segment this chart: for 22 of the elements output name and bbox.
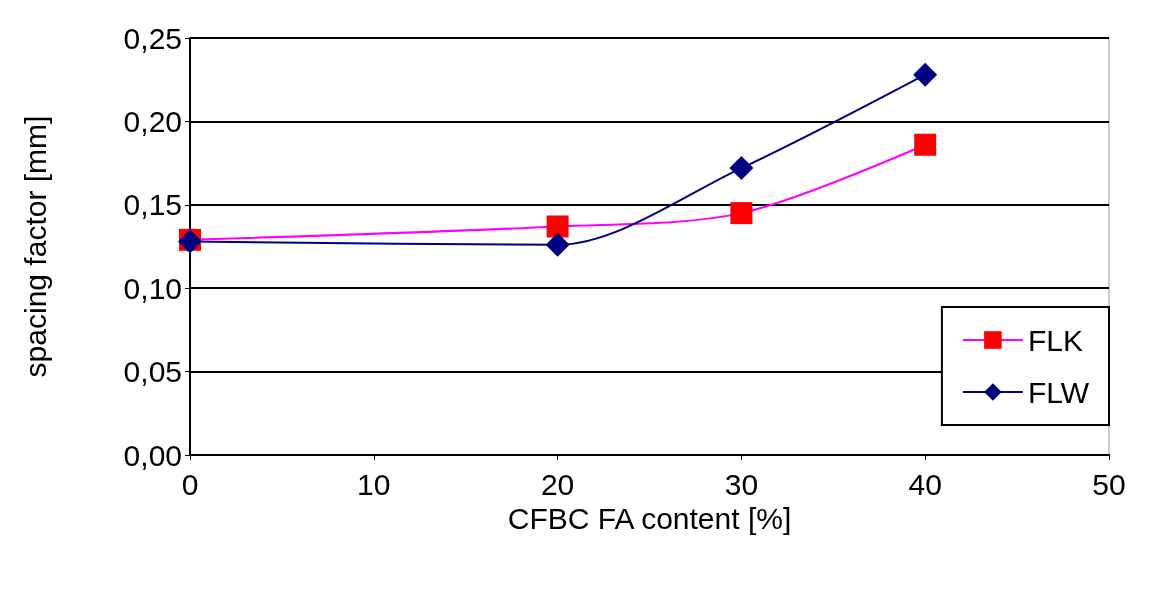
x-tick-label: 50: [1092, 467, 1126, 501]
legend-label: FLW: [1027, 375, 1090, 409]
point: [914, 133, 937, 156]
x-axis-title: CFBC FA content [%]: [507, 502, 792, 536]
y-tick-label: 0,20: [123, 104, 182, 138]
y-tick-label: 0,10: [123, 271, 182, 305]
x-tick-label: 40: [908, 467, 942, 501]
y-tick-label: 0,15: [123, 188, 182, 222]
point: [729, 156, 754, 181]
x-tick-label: 20: [540, 467, 575, 501]
x-tick-label: 0: [181, 467, 199, 501]
legend-label: FLK: [1027, 323, 1083, 357]
point: [546, 215, 569, 238]
point: [545, 232, 570, 257]
x-tick-label: 10: [357, 467, 391, 501]
point: [730, 202, 753, 225]
x-tick-label: 30: [724, 467, 759, 501]
y-tick-label: 0,00: [123, 438, 182, 472]
y-tick-label: 0,25: [123, 21, 182, 55]
y-axis-title: spacing factor [mm]: [18, 115, 52, 378]
y-tick-label: 0,05: [123, 355, 182, 389]
point: [913, 62, 938, 87]
